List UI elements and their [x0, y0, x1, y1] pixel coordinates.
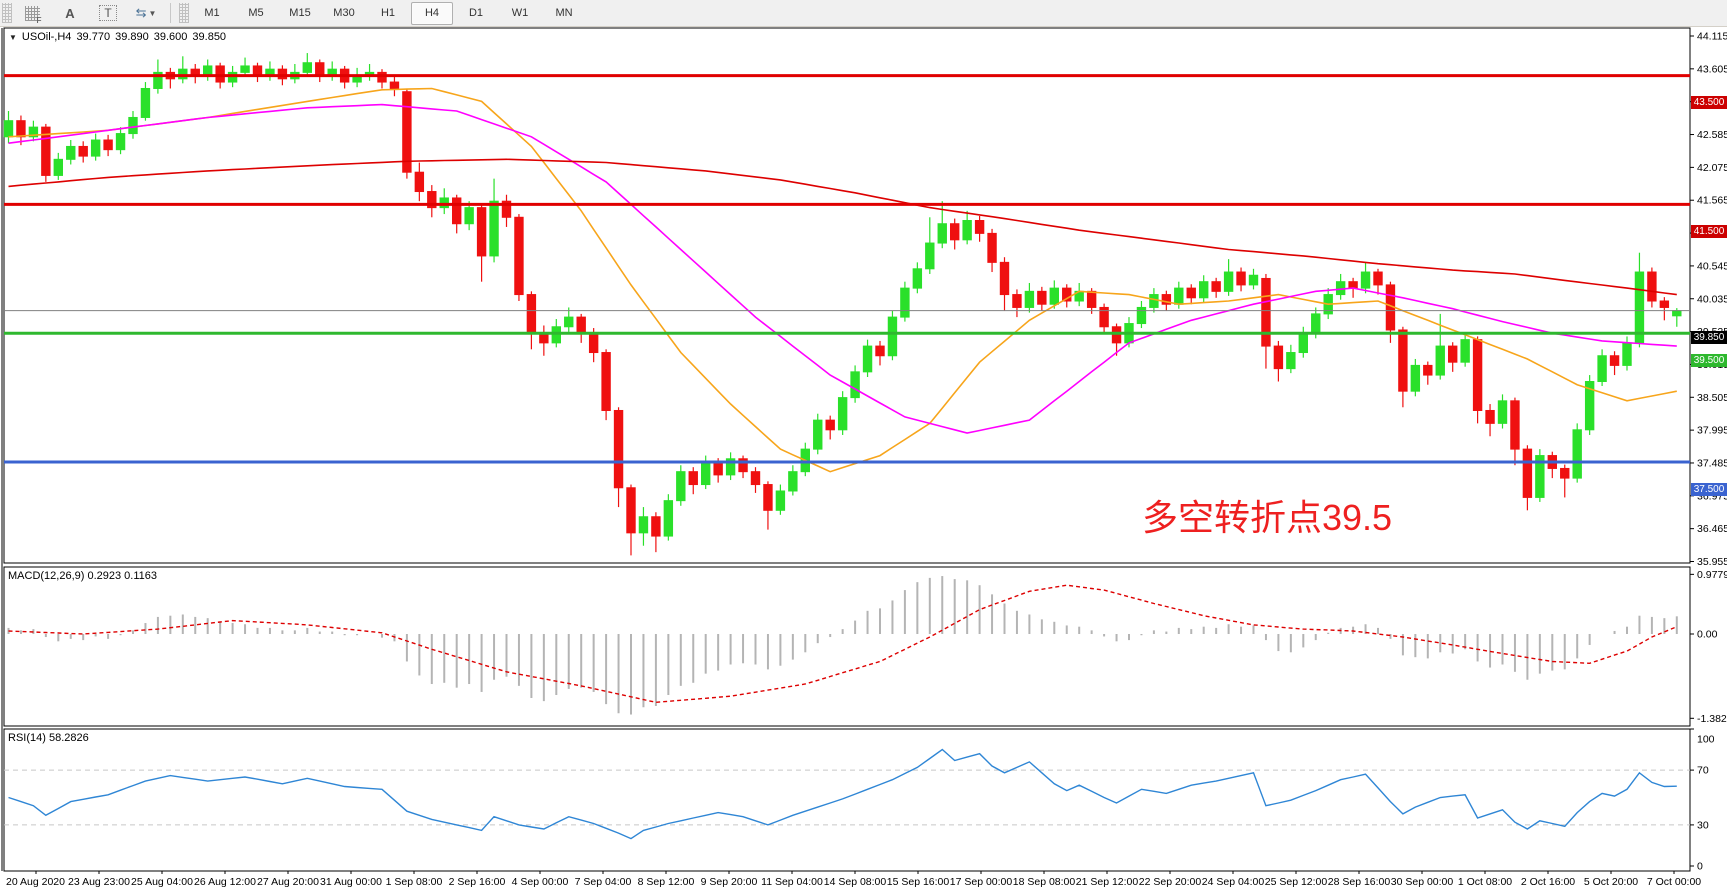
svg-text:5 Oct 20:00: 5 Oct 20:00 — [1584, 876, 1638, 888]
rsi-line — [8, 748, 1677, 840]
profiles-button[interactable]: F — [14, 2, 50, 25]
tf-m1-button[interactable]: M1 — [204, 7, 220, 19]
toolbar: F A T ⇆ ▼ M1 M5 M15 M30 H1 H4 D1 W1 MN — [0, 0, 1727, 27]
rsi-indicator-label: RSI(14) 58.2826 — [8, 732, 89, 744]
time-axis: 20 Aug 2020 23 Aug 23:00 25 Aug 04:00 26 Au… — [6, 871, 1701, 888]
svg-text:7 Oct 00:00: 7 Oct 00:00 — [1647, 876, 1701, 888]
macd-indicator-label: MACD(12,26,9) 0.2923 0.1163 — [8, 570, 157, 582]
ohlc-close: 39.850 — [192, 31, 227, 43]
svg-text:43.605: 43.605 — [1697, 63, 1727, 75]
svg-text:42.075: 42.075 — [1697, 162, 1727, 174]
svg-text:35.955: 35.955 — [1697, 556, 1727, 568]
svg-text:24 Sep 04:00: 24 Sep 04:00 — [1202, 876, 1265, 888]
tf-m30-button[interactable]: M30 — [333, 7, 355, 19]
grid-profile-icon: F — [24, 5, 42, 25]
ohlc-low: 39.600 — [153, 31, 188, 43]
toolbar-separator — [170, 3, 171, 23]
main-pane[interactable] — [3, 27, 1691, 564]
svg-text:28 Sep 16:00: 28 Sep 16:00 — [1328, 876, 1391, 888]
svg-text:-1.382: -1.382 — [1697, 713, 1727, 725]
svg-text:21 Sep 12:00: 21 Sep 12:00 — [1076, 876, 1139, 888]
price-tag-39.500: 39.500 — [1691, 353, 1727, 367]
chart-canvas[interactable]: 44.11543.60543.09542.58542.07541.56541.0… — [0, 27, 1727, 893]
svg-text:100: 100 — [1697, 734, 1715, 746]
price-tag-43.500: 43.500 — [1691, 96, 1727, 110]
symbol-timeframe: USOil-,H4 — [21, 31, 72, 43]
text-box-button[interactable]: T — [90, 2, 126, 25]
svg-text:2 Oct 16:00: 2 Oct 16:00 — [1521, 876, 1575, 888]
svg-text:26 Aug 12:00: 26 Aug 12:00 — [194, 876, 256, 888]
svg-text:25 Sep 12:00: 25 Sep 12:00 — [1265, 876, 1328, 888]
tf-h4-button[interactable]: H4 — [411, 1, 453, 25]
macd-axis: 0.9779 0.00 -1.382 — [1690, 569, 1727, 725]
tf-w1-button[interactable]: W1 — [511, 7, 529, 19]
svg-text:42.585: 42.585 — [1697, 129, 1727, 141]
text-label-button[interactable]: A — [52, 2, 88, 25]
tf-h1-button[interactable]: H1 — [380, 7, 396, 19]
svg-text:8 Sep 12:00: 8 Sep 12:00 — [638, 876, 695, 888]
ohlc-high: 39.890 — [115, 31, 149, 43]
svg-text:14 Sep 08:00: 14 Sep 08:00 — [824, 876, 887, 888]
svg-text:25 Aug 04:00: 25 Aug 04:00 — [131, 876, 193, 888]
arrows-tool-button[interactable]: ⇆ ▼ — [128, 2, 164, 25]
tf-mn-button[interactable]: MN — [555, 7, 573, 19]
chart-annotation-text: 多空转折点39.5 — [1142, 497, 1393, 538]
svg-text:38.505: 38.505 — [1697, 392, 1727, 404]
tf-m15-button[interactable]: M15 — [289, 7, 311, 19]
svg-text:22 Sep 20:00: 22 Sep 20:00 — [1139, 876, 1202, 888]
svg-text:37.485: 37.485 — [1697, 457, 1727, 469]
price-tag-39.850: 39.850 — [1691, 331, 1727, 345]
svg-text:0.9779: 0.9779 — [1697, 569, 1727, 581]
price-tag-41.500: 41.500 — [1691, 224, 1727, 238]
rsi-pane[interactable] — [3, 728, 1691, 872]
chevron-down-icon: ▼ — [148, 8, 157, 18]
one-click-collapse-icon[interactable]: ▼ — [9, 32, 17, 42]
timeframe-drag-handle[interactable] — [179, 3, 189, 23]
tf-d1-button[interactable]: D1 — [468, 7, 484, 19]
svg-text:1 Oct 08:00: 1 Oct 08:00 — [1458, 876, 1512, 888]
toolbar-drag-handle[interactable] — [2, 3, 12, 23]
svg-text:1 Sep 08:00: 1 Sep 08:00 — [386, 876, 443, 888]
svg-text:20 Aug 2020: 20 Aug 2020 — [6, 876, 65, 888]
macd-pane[interactable] — [3, 566, 1691, 727]
svg-text:41.565: 41.565 — [1697, 195, 1727, 207]
svg-text:9 Sep 20:00: 9 Sep 20:00 — [701, 876, 758, 888]
svg-text:70: 70 — [1697, 765, 1709, 777]
svg-text:0.00: 0.00 — [1697, 629, 1718, 641]
svg-text:31 Aug 00:00: 31 Aug 00:00 — [320, 876, 382, 888]
svg-text:7 Sep 04:00: 7 Sep 04:00 — [575, 876, 632, 888]
letter-t-icon: T — [99, 5, 117, 21]
svg-text:40.545: 40.545 — [1697, 260, 1727, 272]
svg-text:15 Sep 16:00: 15 Sep 16:00 — [887, 876, 950, 888]
svg-text:23 Aug 23:00: 23 Aug 23:00 — [68, 876, 130, 888]
svg-text:37.995: 37.995 — [1697, 425, 1727, 437]
svg-text:44.115: 44.115 — [1697, 31, 1727, 43]
tf-m5-button[interactable]: M5 — [248, 7, 264, 19]
svg-text:17 Sep 00:00: 17 Sep 00:00 — [950, 876, 1013, 888]
arrows-icon: ⇆ — [135, 5, 147, 20]
ma-slow-red-line — [8, 158, 1677, 296]
svg-text:11 Sep 04:00: 11 Sep 04:00 — [761, 876, 823, 888]
svg-text:40.035: 40.035 — [1697, 293, 1727, 305]
svg-text:4 Sep 00:00: 4 Sep 00:00 — [512, 876, 569, 888]
ohlc-open: 39.770 — [76, 31, 111, 43]
svg-text:18 Sep 08:00: 18 Sep 08:00 — [1013, 876, 1076, 888]
chart-window: 44.11543.60543.09542.58542.07541.56541.0… — [0, 27, 1727, 893]
svg-text:36.465: 36.465 — [1697, 523, 1727, 535]
svg-text:2 Sep 16:00: 2 Sep 16:00 — [449, 876, 506, 888]
letter-a-icon: A — [65, 5, 75, 21]
svg-text:27 Aug 20:00: 27 Aug 20:00 — [257, 876, 319, 888]
macd-signal-line — [8, 584, 1678, 704]
svg-text:0: 0 — [1697, 861, 1703, 873]
ma-fast-orange-line — [8, 87, 1677, 473]
rsi-axis: 100 70 30 0 — [1690, 728, 1715, 873]
svg-text:30 Sep 00:00: 30 Sep 00:00 — [1391, 876, 1454, 888]
svg-text:30: 30 — [1697, 819, 1709, 831]
ma-mid-magenta-line — [8, 103, 1677, 434]
price-tag-37.500: 37.500 — [1691, 482, 1727, 496]
chart-title: ▼ USOil-,H4 39.770 39.890 39.600 39.850 — [9, 31, 226, 43]
